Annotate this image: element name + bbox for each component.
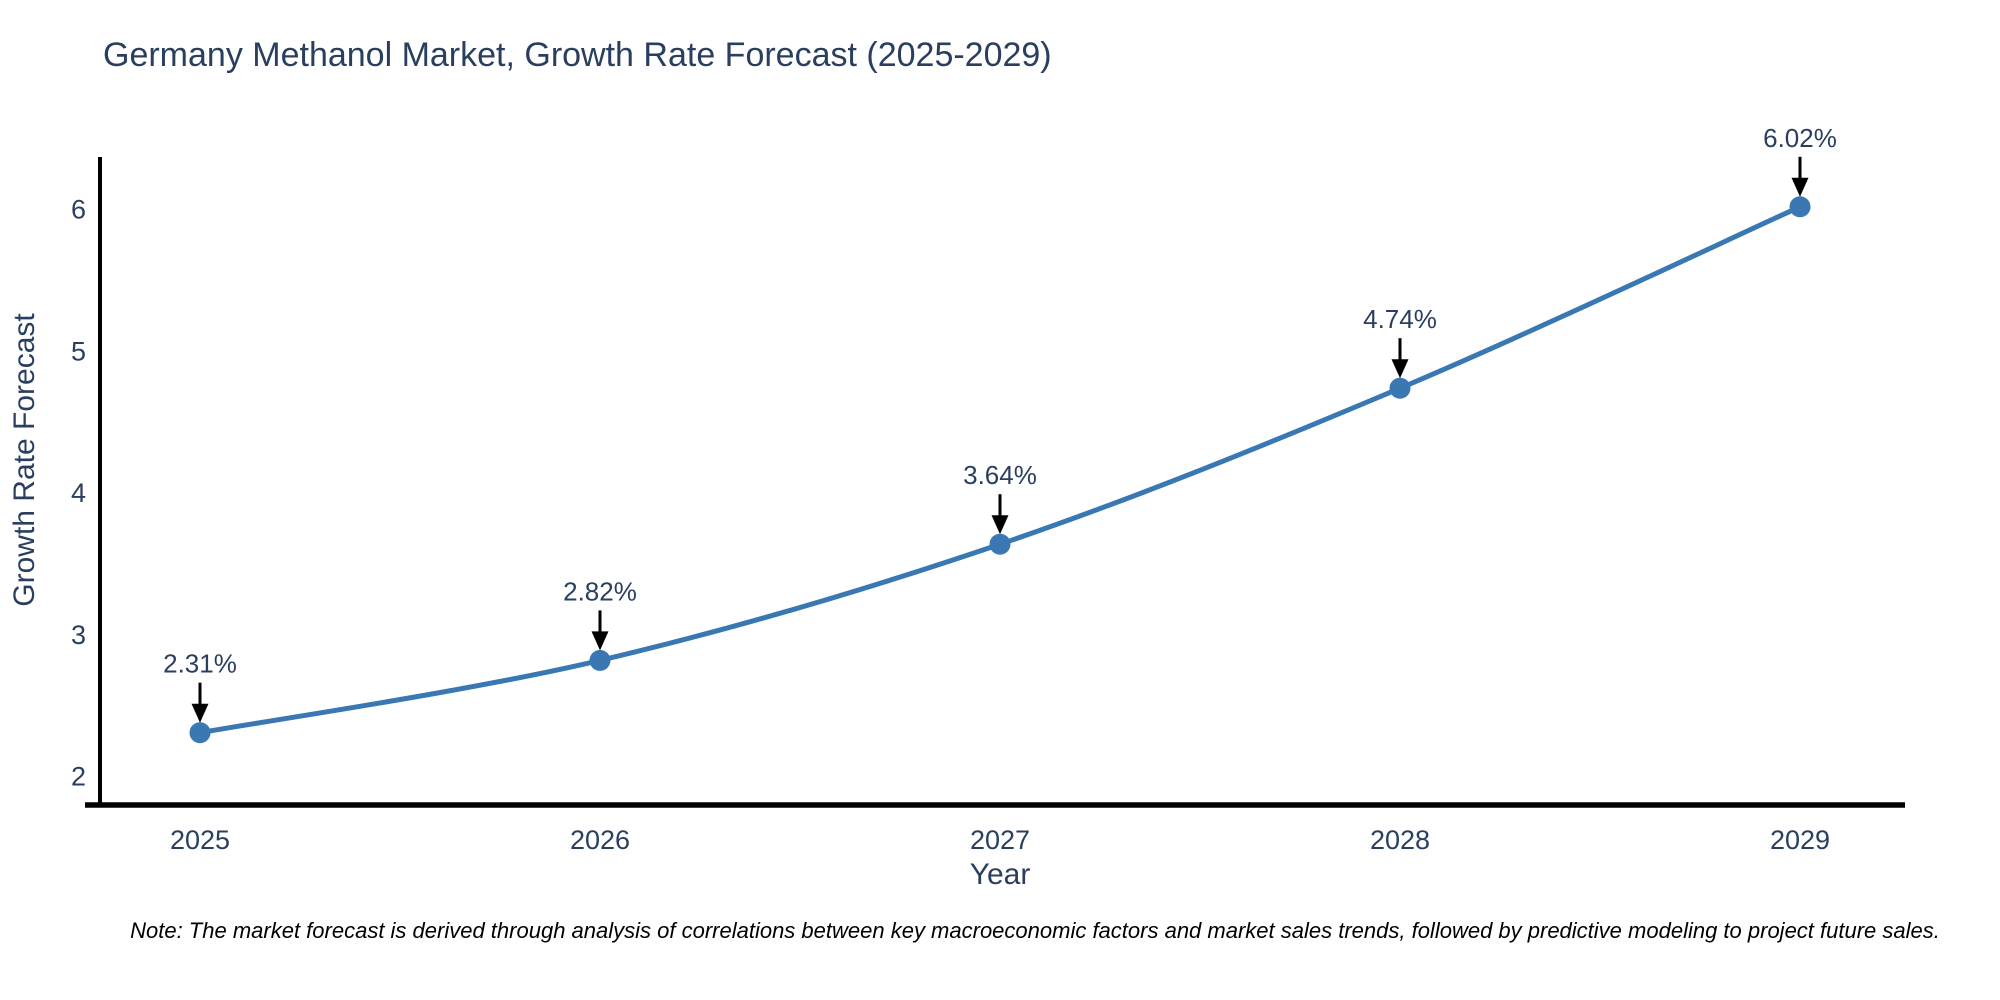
y-tick-label-5: 5 [71, 336, 86, 366]
y-tick-label-4: 4 [71, 478, 86, 508]
annotation-label-2025: 2.31% [163, 649, 237, 679]
annotation-arrowhead-icon [991, 515, 1009, 535]
point-annotations: 2.31% 2.82% 3.64% 4.74% 6.02% [163, 123, 1837, 723]
data-point-2027[interactable] [989, 533, 1011, 555]
x-tick-label-2028: 2028 [1370, 825, 1430, 855]
y-tick-label-3: 3 [71, 620, 86, 650]
data-point-2028[interactable] [1389, 377, 1411, 399]
footnote: Note: The market forecast is derived thr… [130, 918, 1940, 943]
annotation-2026: 2.82% [563, 576, 637, 651]
y-axis-ticks: 2 3 4 5 6 [71, 195, 86, 792]
annotation-2028: 4.74% [1363, 304, 1437, 379]
y-axis-title: Growth Rate Forecast [8, 313, 41, 607]
annotation-arrowhead-icon [1791, 177, 1809, 197]
annotation-arrowhead-icon [191, 703, 209, 723]
data-point-2026[interactable] [589, 649, 611, 671]
annotation-arrowhead-icon [1391, 359, 1409, 379]
x-axis-title: Year [970, 858, 1031, 891]
data-point-2029[interactable] [1789, 196, 1811, 218]
annotation-label-2028: 4.74% [1363, 304, 1437, 334]
data-points [189, 196, 1811, 744]
annotation-2027: 3.64% [963, 460, 1037, 535]
annotation-label-2027: 3.64% [963, 460, 1037, 490]
x-tick-label-2025: 2025 [170, 825, 230, 855]
annotation-2025: 2.31% [163, 649, 237, 723]
y-tick-label-6: 6 [71, 195, 86, 225]
x-tick-label-2027: 2027 [970, 825, 1030, 855]
annotation-2029: 6.02% [1763, 123, 1837, 197]
x-tick-label-2026: 2026 [570, 825, 630, 855]
annotation-arrowhead-icon [591, 631, 609, 651]
annotation-label-2026: 2.82% [563, 576, 637, 606]
annotation-label-2029: 6.02% [1763, 123, 1837, 153]
x-tick-label-2029: 2029 [1770, 825, 1830, 855]
chart-title: Germany Methanol Market, Growth Rate For… [103, 36, 1052, 74]
y-tick-label-2: 2 [71, 762, 86, 792]
data-point-2025[interactable] [189, 722, 211, 744]
x-axis-ticks: 2025 2026 2027 2028 2029 [170, 825, 1830, 855]
